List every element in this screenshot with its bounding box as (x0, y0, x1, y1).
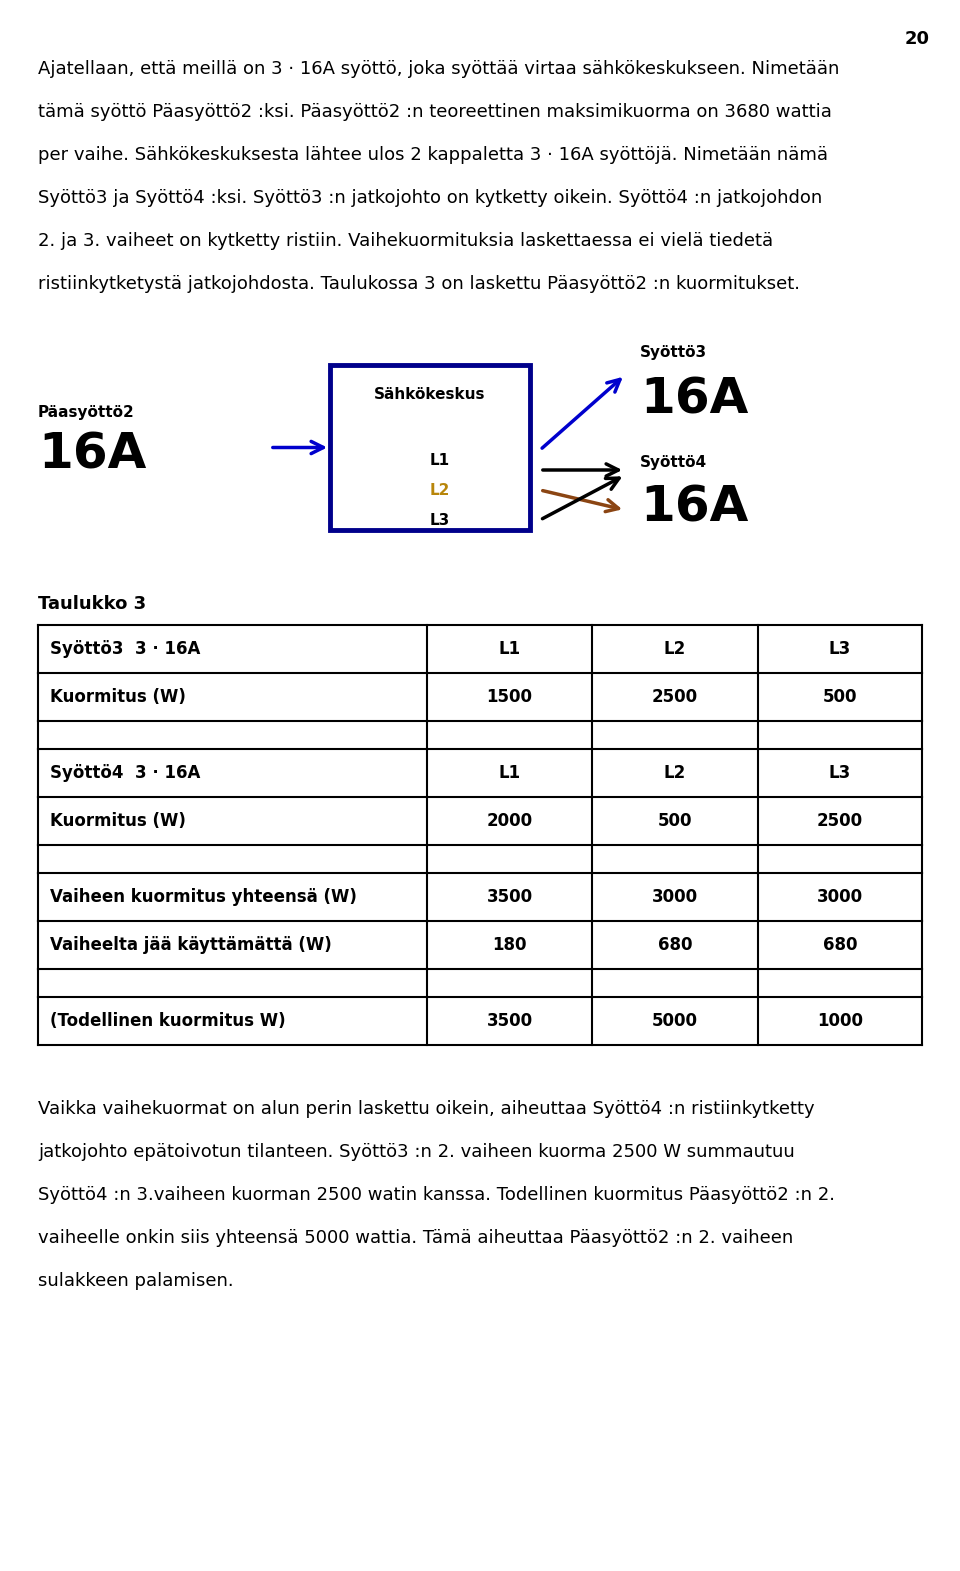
Text: Vaikka vaihekuormat on alun perin laskettu oikein, aiheuttaa Syöttö4 :n ristiink: Vaikka vaihekuormat on alun perin lasket… (38, 1100, 815, 1119)
Text: 2500: 2500 (652, 688, 698, 705)
Text: 680: 680 (658, 936, 692, 954)
Text: 16A: 16A (38, 430, 146, 478)
Text: 3500: 3500 (487, 1012, 533, 1031)
Text: Syöttö4 :n 3.vaiheen kuorman 2500 watin kanssa. Todellinen kuormitus Päasyöttö2 : Syöttö4 :n 3.vaiheen kuorman 2500 watin … (38, 1186, 835, 1203)
Text: L1: L1 (498, 639, 520, 658)
Text: 2000: 2000 (487, 812, 533, 829)
Text: 2. ja 3. vaiheet on kytketty ristiin. Vaihekuormituksia laskettaessa ei vielä ti: 2. ja 3. vaiheet on kytketty ristiin. Va… (38, 233, 773, 250)
Text: L1: L1 (430, 452, 450, 468)
Text: 680: 680 (823, 936, 857, 954)
Text: L2: L2 (430, 482, 450, 498)
Text: Päasyöttö2: Päasyöttö2 (38, 405, 134, 419)
Text: ristiinkytketystä jatkojohdosta. Taulukossa 3 on laskettu Päasyöttö2 :n kuormitu: ristiinkytketystä jatkojohdosta. Tauluko… (38, 275, 800, 294)
Text: Syöttö3 ja Syöttö4 :ksi. Syöttö3 :n jatkojohto on kytketty oikein. Syöttö4 :n ja: Syöttö3 ja Syöttö4 :ksi. Syöttö3 :n jatk… (38, 189, 823, 207)
Text: tämä syöttö Päasyöttö2 :ksi. Päasyöttö2 :n teoreettinen maksimikuorma on 3680 wa: tämä syöttö Päasyöttö2 :ksi. Päasyöttö2 … (38, 104, 832, 121)
Text: vaiheelle onkin siis yhteensä 5000 wattia. Tämä aiheuttaa Päasyöttö2 :n 2. vaihe: vaiheelle onkin siis yhteensä 5000 watti… (38, 1229, 793, 1247)
Text: L2: L2 (663, 764, 686, 782)
Text: 180: 180 (492, 936, 527, 954)
Bar (330, 364, 530, 529)
Text: Syöttö4  3 · 16A: Syöttö4 3 · 16A (50, 764, 201, 782)
Text: L3: L3 (828, 764, 851, 782)
Text: sulakkeen palamisen.: sulakkeen palamisen. (38, 1273, 233, 1290)
Text: 3000: 3000 (652, 888, 698, 906)
Text: L1: L1 (498, 764, 520, 782)
Text: Vaiheen kuormitus yhteensä (W): Vaiheen kuormitus yhteensä (W) (50, 888, 357, 906)
Text: Syöttö4: Syöttö4 (640, 456, 708, 470)
Text: Syöttö3  3 · 16A: Syöttö3 3 · 16A (50, 639, 201, 658)
Text: 20: 20 (905, 30, 930, 49)
Text: Kuormitus (W): Kuormitus (W) (50, 812, 186, 829)
Text: L3: L3 (828, 639, 851, 658)
Text: 16A: 16A (640, 375, 749, 423)
Text: 1500: 1500 (487, 688, 533, 705)
Text: Ajatellaan, että meillä on 3 · 16A syöttö, joka syöttää virtaa sähkökeskukseen. : Ajatellaan, että meillä on 3 · 16A syött… (38, 60, 839, 79)
Text: 1000: 1000 (817, 1012, 863, 1031)
Text: L3: L3 (430, 512, 450, 528)
Text: 16A: 16A (640, 482, 749, 531)
Text: Vaiheelta jää käyttämättä (W): Vaiheelta jää käyttämättä (W) (50, 936, 332, 954)
Text: (Todellinen kuormitus W): (Todellinen kuormitus W) (50, 1012, 286, 1031)
Text: 2500: 2500 (817, 812, 863, 829)
Text: 3000: 3000 (817, 888, 863, 906)
Text: jatkojohto epätoivotun tilanteen. Syöttö3 :n 2. vaiheen kuorma 2500 W summautuu: jatkojohto epätoivotun tilanteen. Syöttö… (38, 1144, 795, 1161)
Text: Sähkökeskus: Sähkökeskus (374, 386, 486, 402)
Text: 500: 500 (658, 812, 692, 829)
Text: Syöttö3: Syöttö3 (640, 346, 708, 360)
Text: L2: L2 (663, 639, 686, 658)
Text: Kuormitus (W): Kuormitus (W) (50, 688, 186, 705)
Text: 5000: 5000 (652, 1012, 698, 1031)
Text: per vaihe. Sähkökeskuksesta lähtee ulos 2 kappaletta 3 · 16A syöttöjä. Nimetään : per vaihe. Sähkökeskuksesta lähtee ulos … (38, 146, 828, 163)
Text: 3500: 3500 (487, 888, 533, 906)
Text: Taulukko 3: Taulukko 3 (38, 595, 146, 613)
Text: 500: 500 (823, 688, 857, 705)
